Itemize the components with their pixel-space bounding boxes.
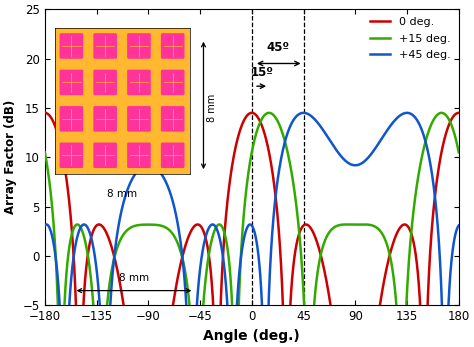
+15 deg.: [43, 154, 48, 159]
0 deg.: [43, 111, 48, 115]
+45 deg.: [257, 269, 263, 273]
0 deg.: [309, 227, 314, 231]
Text: 15º: 15º: [251, 66, 273, 79]
0 deg.: [178, 261, 184, 265]
+15 deg.: [424, 134, 430, 138]
+15 deg.: [456, 150, 462, 154]
0 deg.: [42, 111, 48, 115]
+15 deg.: [257, 121, 263, 125]
FancyBboxPatch shape: [60, 70, 83, 95]
+45 deg.: [424, 146, 430, 151]
FancyBboxPatch shape: [93, 106, 117, 132]
Y-axis label: Array Factor (dB): Array Factor (dB): [4, 100, 17, 214]
FancyBboxPatch shape: [60, 33, 83, 59]
FancyBboxPatch shape: [93, 70, 117, 95]
+15 deg.: [266, 111, 272, 115]
FancyBboxPatch shape: [127, 106, 151, 132]
+45 deg.: [42, 223, 48, 228]
Line: 0 deg.: 0 deg.: [45, 113, 459, 347]
+45 deg.: [456, 223, 462, 228]
Line: +15 deg.: +15 deg.: [45, 113, 459, 347]
FancyBboxPatch shape: [60, 106, 83, 132]
0 deg.: [456, 111, 462, 115]
FancyBboxPatch shape: [127, 143, 151, 168]
FancyBboxPatch shape: [161, 33, 184, 59]
0 deg.: [257, 119, 263, 123]
FancyBboxPatch shape: [60, 143, 83, 168]
+45 deg.: [345, 161, 351, 165]
Line: +45 deg.: +45 deg.: [45, 113, 459, 347]
+15 deg.: [42, 150, 48, 154]
FancyBboxPatch shape: [161, 106, 184, 132]
FancyBboxPatch shape: [93, 143, 117, 168]
Text: 8 mm: 8 mm: [119, 273, 150, 283]
FancyBboxPatch shape: [93, 33, 117, 59]
FancyBboxPatch shape: [127, 33, 151, 59]
Text: 8 mm: 8 mm: [107, 189, 137, 199]
Text: 45º: 45º: [267, 41, 290, 53]
FancyBboxPatch shape: [161, 70, 184, 95]
+15 deg.: [178, 251, 184, 255]
+45 deg.: [43, 223, 48, 227]
+15 deg.: [345, 222, 351, 227]
FancyBboxPatch shape: [127, 70, 151, 95]
Legend: 0 deg., +15 deg., +45 deg.: 0 deg., +15 deg., +45 deg.: [366, 12, 456, 65]
Text: 8 mm: 8 mm: [207, 94, 217, 122]
+45 deg.: [301, 111, 306, 115]
X-axis label: Angle (deg.): Angle (deg.): [203, 329, 300, 343]
+45 deg.: [178, 243, 184, 247]
0 deg.: [424, 316, 430, 320]
+45 deg.: [309, 114, 314, 118]
FancyBboxPatch shape: [161, 143, 184, 168]
